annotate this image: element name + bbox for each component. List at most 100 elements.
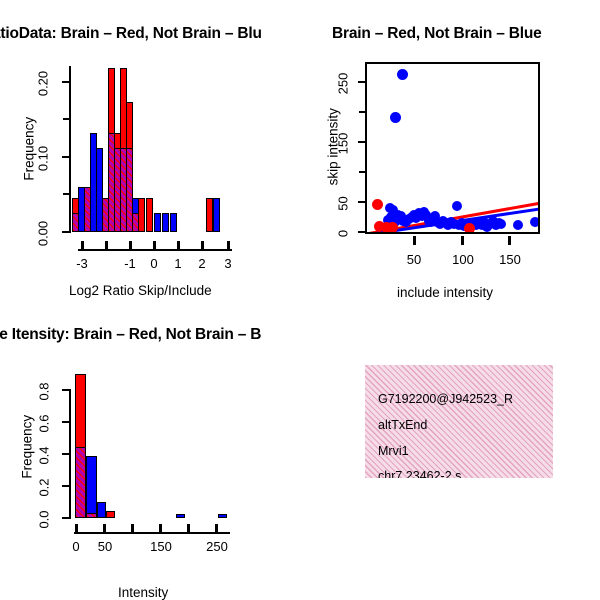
bar-not-brain	[97, 502, 106, 518]
ratio-histogram-bars	[0, 0, 300, 300]
x-tick-label: 250	[206, 539, 228, 554]
x-tick	[227, 241, 230, 250]
bar-overlap	[86, 513, 97, 518]
y-tick-label: 150	[335, 132, 351, 155]
annotation-box: G7192200@J942523_R altTxEnd Mrvi1 chr7.2…	[365, 365, 553, 478]
x-tick-label: 1	[174, 256, 182, 271]
y-tick-major	[62, 231, 70, 234]
bar-brain	[138, 198, 145, 232]
annotation-line-locus: chr7.23462-2.s	[378, 469, 462, 478]
x-tick-label: -1	[124, 256, 136, 271]
bar-not-brain	[176, 514, 185, 518]
y-tick	[62, 485, 70, 488]
x-tick-label: -3	[76, 256, 88, 271]
scatter-point-not-brain	[397, 69, 408, 81]
x-tick	[105, 241, 108, 250]
panel-annotation: G7192200@J942523_R altTxEnd Mrvi1 chr7.2…	[300, 300, 600, 600]
bar-brain	[206, 198, 213, 232]
x-tick	[187, 524, 190, 533]
x-tick	[508, 236, 511, 245]
scatter-point-not-brain	[390, 111, 402, 123]
intensity-histogram-bars	[0, 300, 300, 600]
scatter-point-not-brain	[430, 211, 441, 222]
intensity-histogram-xlabel: Intensity	[118, 585, 169, 600]
x-tick	[129, 241, 132, 250]
x-tick-label: 0	[150, 256, 158, 271]
scatter-point-not-brain	[530, 217, 538, 228]
x-tick	[461, 236, 464, 245]
y-tick	[62, 517, 70, 520]
ratio-histogram-xlabel: Log2 Ratio Skip/Include	[69, 283, 212, 298]
x-tick-label: 50	[97, 539, 113, 554]
bar-not-brain	[86, 456, 97, 518]
x-tick-label: 150	[499, 252, 521, 267]
scatter-point-not-brain	[513, 220, 524, 231]
y-tick-major	[358, 141, 366, 144]
bar-not-brain	[213, 198, 220, 232]
intensity-histogram-x-axis	[74, 532, 230, 535]
y-tick-label: 50	[335, 196, 351, 211]
x-tick-label: 3	[224, 256, 232, 271]
x-tick	[81, 241, 84, 250]
scatter-plot-box	[365, 62, 540, 234]
x-tick-label: 150	[150, 539, 172, 554]
y-tick-major	[358, 81, 366, 84]
x-tick	[201, 241, 204, 250]
y-tick-minor	[63, 118, 70, 121]
panel-ratio-histogram: atioData: Brain – Red, Not Brain – Blu F…	[0, 0, 300, 300]
x-tick-label: 0	[72, 539, 80, 554]
x-tick	[215, 524, 218, 533]
scatter-point-brain	[464, 223, 476, 232]
x-tick	[103, 524, 106, 533]
y-tick-minor	[359, 111, 366, 114]
scatter-point-brain	[380, 221, 392, 232]
x-tick-label: 2	[198, 256, 206, 271]
y-tick-major	[62, 81, 70, 84]
x-tick	[159, 524, 162, 533]
x-tick-label: 50	[406, 252, 422, 267]
scatter-point-not-brain	[451, 201, 462, 211]
panel-intensity-scatter: Brain – Red, Not Brain – Blue skip inten…	[300, 0, 600, 300]
scatter-point-not-brain	[382, 214, 393, 225]
scatter-xlabel: include intensity	[397, 285, 494, 300]
x-tick-label: 100	[452, 252, 474, 267]
y-tick-minor	[359, 171, 366, 174]
y-tick-label: 250	[335, 72, 351, 95]
bar-not-brain	[170, 213, 177, 232]
bar-not-brain	[162, 213, 169, 232]
y-tick	[62, 389, 70, 392]
bar-not-brain	[96, 148, 103, 232]
bar-overlap	[75, 447, 86, 518]
annotation-line-gene: Mrvi1	[378, 444, 409, 458]
scatter-point-not-brain	[390, 216, 401, 227]
x-tick	[75, 524, 78, 533]
ratio-histogram-x-axis	[78, 249, 232, 252]
scatter-point-not-brain	[411, 213, 422, 224]
scatter-point-brain	[372, 199, 384, 211]
ratio-histogram-title: atioData: Brain – Red, Not Brain – Blu	[0, 25, 262, 42]
x-tick	[413, 236, 416, 245]
scatter-title: Brain – Red, Not Brain – Blue	[332, 25, 542, 42]
bar-brain	[146, 198, 153, 232]
scatter-point-brain	[374, 220, 386, 232]
intensity-histogram-y-axis	[69, 389, 72, 519]
y-tick-major	[358, 201, 366, 204]
y-tick-major	[62, 156, 70, 159]
y-tick-minor	[63, 193, 70, 196]
annotation-line-event: altTxEnd	[378, 418, 428, 432]
y-tick	[62, 453, 70, 456]
ratio-histogram-y-axis	[69, 66, 72, 233]
bar-not-brain	[218, 514, 227, 518]
scatter-point-not-brain	[387, 205, 398, 216]
y-tick	[62, 421, 70, 424]
scatter-point-brain	[386, 221, 398, 232]
intensity-histogram-title: ne Itensity: Brain – Red, Not Brain – B	[0, 326, 262, 343]
bar-overlap	[126, 148, 133, 232]
y-tick-major	[358, 231, 366, 234]
bar-brain	[106, 511, 115, 518]
annotation-line-probe: G7192200@J942523_R	[378, 392, 514, 406]
bar-not-brain	[154, 213, 161, 232]
x-tick	[177, 241, 180, 250]
x-tick	[131, 524, 134, 533]
